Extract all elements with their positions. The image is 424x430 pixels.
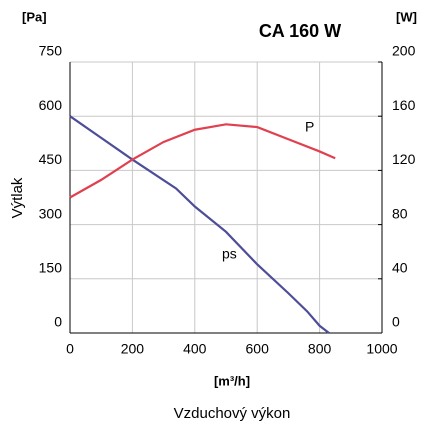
series-label: P (305, 119, 314, 135)
y2-tick-label: 40 (392, 260, 408, 276)
y-tick-label: 600 (39, 97, 63, 113)
chart-title: CA 160 W (259, 21, 341, 41)
series-line (69, 123, 336, 199)
y2-unit: [W] (396, 9, 417, 24)
y2-tick-label: 200 (392, 43, 416, 59)
x-axis-label: Vzduchový výkon (174, 405, 291, 422)
y-tick-label: 150 (39, 260, 63, 276)
y-axis-label: Výtlak (9, 177, 26, 218)
x-tick-label: 600 (246, 341, 270, 357)
y2-tick-label: 160 (392, 97, 416, 113)
x-tick-label: 0 (66, 341, 74, 357)
series-label: ps (222, 246, 237, 262)
x-unit: [m³/h] (214, 373, 250, 388)
y-tick-label: 750 (39, 43, 63, 59)
y2-tick-label: 120 (392, 151, 416, 167)
x-tick-label: 200 (121, 341, 145, 357)
y2-tick-label: 80 (392, 205, 408, 221)
y-unit: [Pa] (22, 9, 47, 24)
x-tick-label: 400 (183, 341, 207, 357)
y-tick-label: 300 (39, 205, 63, 221)
x-tick-label: 1000 (366, 341, 397, 357)
y2-tick-label: 0 (392, 314, 400, 330)
series-line (69, 115, 330, 334)
y-tick-label: 0 (54, 314, 62, 330)
y-tick-label: 450 (39, 151, 63, 167)
x-tick-label: 800 (308, 341, 332, 357)
